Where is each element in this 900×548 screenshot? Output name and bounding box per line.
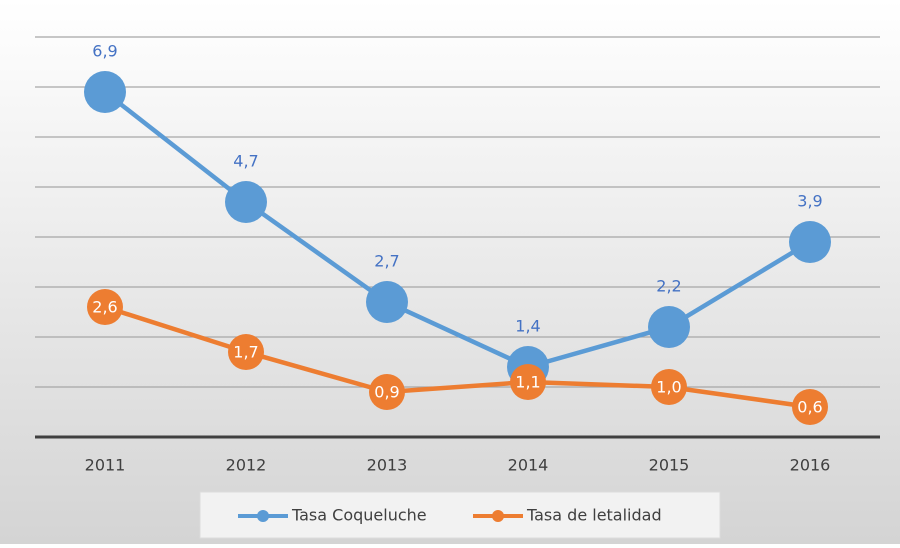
series-line bbox=[104, 304, 811, 410]
data-label: 2,7 bbox=[374, 252, 399, 271]
data-label: 0,6 bbox=[797, 398, 822, 417]
data-label: 0,9 bbox=[374, 383, 399, 402]
data-label: 1,4 bbox=[515, 317, 540, 336]
data-label: 1,1 bbox=[515, 373, 540, 392]
x-tick-label: 2016 bbox=[790, 456, 831, 475]
marker bbox=[651, 369, 687, 405]
x-tick-label: 2013 bbox=[367, 456, 408, 475]
data-label: 6,9 bbox=[92, 42, 117, 61]
data-label: 3,9 bbox=[797, 192, 822, 211]
x-tick-label: 2014 bbox=[508, 456, 549, 475]
marker bbox=[87, 289, 123, 325]
legend-marker bbox=[257, 510, 269, 522]
marker bbox=[225, 181, 267, 223]
x-tick-label: 2011 bbox=[85, 456, 126, 475]
series-line bbox=[103, 90, 812, 370]
marker bbox=[789, 221, 831, 263]
legend-label: Tasa de letalidad bbox=[526, 506, 662, 525]
marker bbox=[84, 71, 126, 113]
data-label: 2,6 bbox=[92, 298, 117, 317]
marker bbox=[648, 306, 690, 348]
data-label: 4,7 bbox=[233, 152, 258, 171]
legend-marker bbox=[492, 510, 504, 522]
marker bbox=[366, 281, 408, 323]
data-label: 1,7 bbox=[233, 343, 258, 362]
marker bbox=[228, 334, 264, 370]
data-label: 1,0 bbox=[656, 378, 681, 397]
x-tick-label: 2012 bbox=[226, 456, 267, 475]
marker bbox=[369, 374, 405, 410]
legend-label: Tasa Coqueluche bbox=[291, 506, 427, 525]
x-tick-label: 2015 bbox=[649, 456, 690, 475]
marker bbox=[510, 364, 546, 400]
marker bbox=[792, 389, 828, 425]
data-label: 2,2 bbox=[656, 277, 681, 296]
